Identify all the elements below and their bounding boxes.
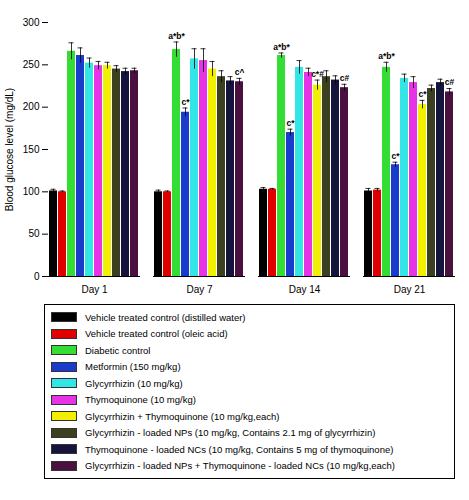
svg-text:50: 50 xyxy=(28,228,40,239)
svg-text:c*#: c*# xyxy=(311,69,324,79)
svg-text:Day 7: Day 7 xyxy=(186,284,213,295)
html-text:Vehicle treated control (disti: Vehicle treated control (distilled water… xyxy=(85,311,246,323)
svg-text:Day 1: Day 1 xyxy=(81,284,108,295)
svg-text:Day 14: Day 14 xyxy=(289,284,321,295)
html-text:Glycyrrhizin (10 mg/kg): Glycyrrhizin (10 mg/kg) xyxy=(85,377,183,389)
html-text:Diabetic control: Diabetic control xyxy=(85,344,151,356)
svg-text:c*: c* xyxy=(418,89,427,99)
svg-text:Day 21: Day 21 xyxy=(394,284,426,295)
html-text:Thymoquinone (10 mg/kg): Thymoquinone (10 mg/kg) xyxy=(85,394,196,406)
svg-text:c^: c^ xyxy=(235,67,245,77)
svg-text:c*: c* xyxy=(391,151,400,161)
html-text:Glycyrrhizin - loaded NPs (10: Glycyrrhizin - loaded NPs (10 mg/kg, Con… xyxy=(85,427,376,439)
svg-text:c#: c# xyxy=(445,77,455,87)
html-text:Glycyrrhizin - loaded NPs + Th: Glycyrrhizin - loaded NPs + Thymoquinone… xyxy=(85,460,395,472)
svg-text:c*: c* xyxy=(286,118,295,128)
svg-text:a*b*: a*b* xyxy=(168,31,185,41)
svg-text:0: 0 xyxy=(34,271,40,282)
svg-text:300: 300 xyxy=(23,17,40,28)
svg-text:c#: c# xyxy=(340,73,350,83)
svg-text:a*b*: a*b* xyxy=(273,42,290,52)
svg-text:100: 100 xyxy=(23,186,40,197)
svg-text:150: 150 xyxy=(23,144,40,155)
svg-text:200: 200 xyxy=(23,101,40,112)
html-text:Thymoquinone - loaded NCs (10: Thymoquinone - loaded NCs (10 mg/kg, Con… xyxy=(85,443,394,455)
html-text:Glycyrrhizin + Thymoquinone (1: Glycyrrhizin + Thymoquinone (10 mg/kg,ea… xyxy=(85,410,280,422)
html-text:Vehicle treated control (oleic: Vehicle treated control (oleic acid) xyxy=(85,328,228,340)
html-text:Metformin (150 mg/kg): Metformin (150 mg/kg) xyxy=(85,361,181,373)
svg-text:c*: c* xyxy=(181,97,190,107)
svg-text:250: 250 xyxy=(23,59,40,70)
svg-text:Blood glucose level (mg/dL): Blood glucose level (mg/dL) xyxy=(4,88,15,211)
svg-text:a*b*: a*b* xyxy=(378,51,395,61)
